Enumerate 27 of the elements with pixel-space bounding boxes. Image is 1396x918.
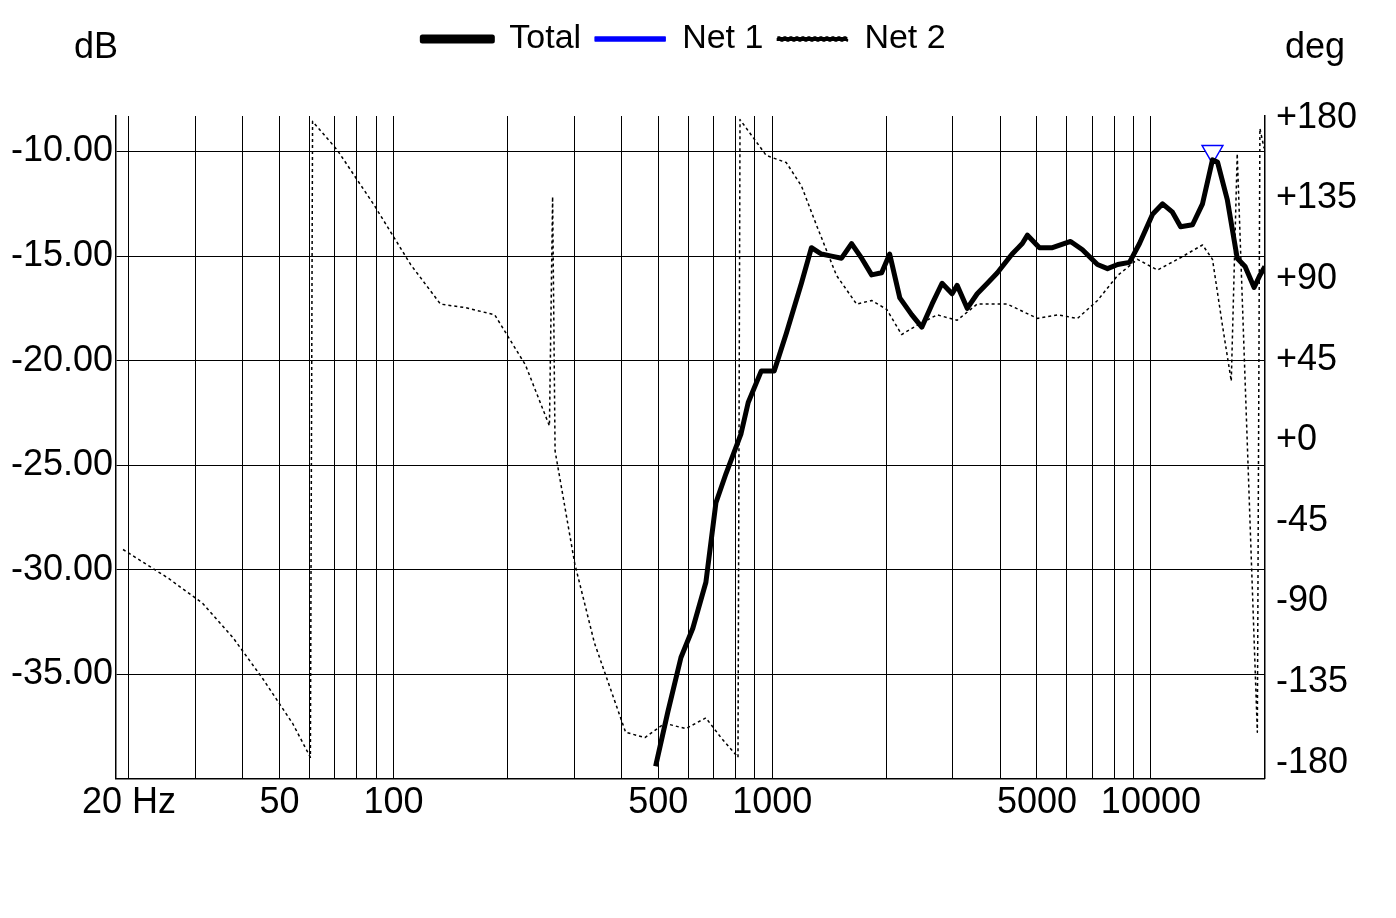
x-tick-label: 100 — [363, 780, 424, 822]
x-tick-label: 1000 — [732, 780, 813, 822]
legend-label: Net 2 — [864, 17, 946, 56]
y-tick-label: -35.00 — [11, 651, 114, 693]
y-tick-label: -15.00 — [11, 233, 114, 275]
y-tick-label: -20.00 — [11, 337, 114, 379]
legend-label: Total — [509, 17, 582, 56]
x-tick-label: 10000 — [1100, 780, 1201, 822]
x-tick-label: 500 — [628, 780, 689, 822]
y2-tick-label: +0 — [1275, 417, 1317, 459]
y-tick-label: -25.00 — [11, 442, 114, 484]
y2-tick-label: -90 — [1275, 578, 1328, 620]
y-tick-label: -10.00 — [11, 128, 114, 170]
y2-tick-label: -180 — [1275, 739, 1348, 781]
y-axis-title: dB — [73, 24, 119, 66]
y2-tick-label: -135 — [1275, 658, 1348, 700]
x-tick-label: 20 Hz — [81, 780, 176, 822]
legend-label: Net 1 — [682, 17, 764, 56]
y2-axis-title: deg — [1284, 24, 1345, 66]
x-tick-label: 5000 — [996, 780, 1077, 822]
y-tick-label: -30.00 — [11, 546, 114, 588]
x-tick-label: 50 — [259, 780, 300, 822]
y2-tick-label: +90 — [1275, 255, 1337, 297]
y2-tick-label: +45 — [1275, 336, 1337, 378]
y2-tick-label: +135 — [1275, 175, 1358, 217]
y2-tick-label: -45 — [1275, 497, 1328, 539]
y2-tick-label: +180 — [1275, 94, 1358, 136]
